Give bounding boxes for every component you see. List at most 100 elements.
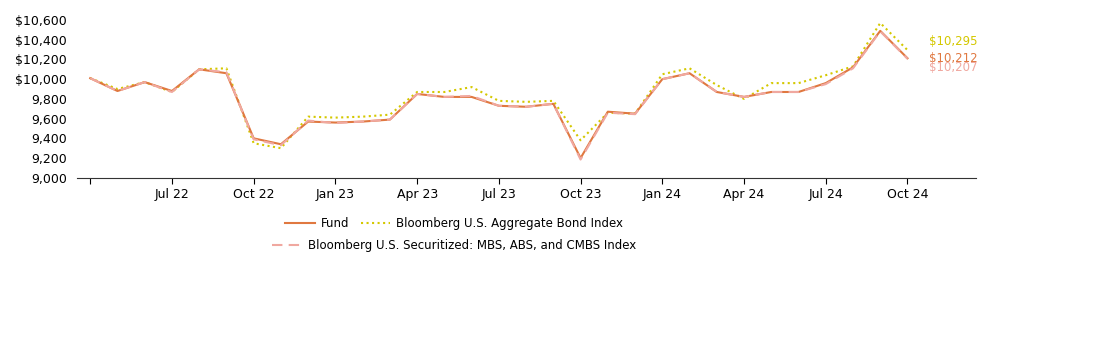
Fund — [410, 92, 423, 96]
Bloomberg U.S. Securitized: MBS, ABS, and CMBS Index: (5, 1.01e+04): MBS, ABS, and CMBS Index: (5, 1.01e+04) — [220, 70, 233, 74]
Fund — [83, 76, 96, 80]
Bloomberg U.S. Securitized: MBS, ABS, and CMBS Index: (24, 9.82e+03): MBS, ABS, and CMBS Index: (24, 9.82e+03) — [737, 95, 750, 99]
Bloomberg U.S. Aggregate Bond Index — [765, 81, 778, 85]
Bloomberg U.S. Aggregate Bond Index — [628, 112, 641, 116]
Bloomberg U.S. Securitized: MBS, ABS, and CMBS Index: (29, 1.05e+04): MBS, ABS, and CMBS Index: (29, 1.05e+04) — [874, 29, 887, 34]
Fund — [465, 95, 478, 99]
Bloomberg U.S. Aggregate Bond Index — [383, 113, 396, 117]
Bloomberg U.S. Securitized: MBS, ABS, and CMBS Index: (17, 9.75e+03): MBS, ABS, and CMBS Index: (17, 9.75e+03) — [547, 102, 560, 106]
Fund — [602, 110, 615, 114]
Bloomberg U.S. Aggregate Bond Index — [520, 100, 533, 104]
Text: $10,295: $10,295 — [929, 35, 978, 48]
Bloomberg U.S. Aggregate Bond Index — [438, 90, 451, 94]
Bloomberg U.S. Securitized: MBS, ABS, and CMBS Index: (25, 9.87e+03): MBS, ABS, and CMBS Index: (25, 9.87e+03) — [765, 90, 778, 94]
Bloomberg U.S. Aggregate Bond Index — [683, 66, 696, 70]
Fund — [438, 95, 451, 99]
Bloomberg U.S. Securitized: MBS, ABS, and CMBS Index: (27, 9.95e+03): MBS, ABS, and CMBS Index: (27, 9.95e+03) — [819, 82, 833, 86]
Fund — [683, 71, 696, 75]
Fund — [356, 119, 369, 124]
Bloomberg U.S. Aggregate Bond Index — [655, 72, 668, 76]
Fund — [710, 90, 723, 94]
Bloomberg U.S. Securitized: MBS, ABS, and CMBS Index: (12, 9.85e+03): MBS, ABS, and CMBS Index: (12, 9.85e+03) — [410, 92, 423, 96]
Bloomberg U.S. Securitized: MBS, ABS, and CMBS Index: (30, 1.02e+04): MBS, ABS, and CMBS Index: (30, 1.02e+04) — [901, 57, 915, 61]
Bloomberg U.S. Securitized: MBS, ABS, and CMBS Index: (3, 9.87e+03): MBS, ABS, and CMBS Index: (3, 9.87e+03) — [165, 90, 178, 94]
Bloomberg U.S. Aggregate Bond Index — [819, 73, 833, 77]
Bloomberg U.S. Aggregate Bond Index — [547, 99, 560, 103]
Fund — [819, 81, 833, 85]
Bloomberg U.S. Securitized: MBS, ABS, and CMBS Index: (21, 1e+04): MBS, ABS, and CMBS Index: (21, 1e+04) — [655, 77, 668, 81]
Bloomberg U.S. Aggregate Bond Index — [710, 83, 723, 87]
Fund — [874, 29, 887, 33]
Bloomberg U.S. Securitized: MBS, ABS, and CMBS Index: (10, 9.57e+03): MBS, ABS, and CMBS Index: (10, 9.57e+03) — [356, 119, 369, 124]
Bloomberg U.S. Aggregate Bond Index — [737, 97, 750, 101]
Bloomberg U.S. Securitized: MBS, ABS, and CMBS Index: (7, 9.33e+03): MBS, ABS, and CMBS Index: (7, 9.33e+03) — [275, 143, 288, 147]
Bloomberg U.S. Securitized: MBS, ABS, and CMBS Index: (11, 9.59e+03): MBS, ABS, and CMBS Index: (11, 9.59e+03) — [383, 118, 396, 122]
Bloomberg U.S. Aggregate Bond Index — [901, 48, 915, 52]
Bloomberg U.S. Aggregate Bond Index — [602, 111, 615, 115]
Bloomberg U.S. Aggregate Bond Index — [193, 67, 206, 72]
Line: Bloomberg U.S. Aggregate Bond Index: Bloomberg U.S. Aggregate Bond Index — [90, 23, 908, 148]
Fund — [765, 90, 778, 94]
Bloomberg U.S. Aggregate Bond Index — [220, 66, 233, 70]
Fund — [847, 65, 860, 69]
Fund — [655, 77, 668, 81]
Bloomberg U.S. Aggregate Bond Index — [465, 85, 478, 89]
Bloomberg U.S. Securitized: MBS, ABS, and CMBS Index: (0, 1e+04): MBS, ABS, and CMBS Index: (0, 1e+04) — [83, 76, 96, 80]
Bloomberg U.S. Securitized: MBS, ABS, and CMBS Index: (6, 9.39e+03): MBS, ABS, and CMBS Index: (6, 9.39e+03) — [247, 137, 260, 141]
Bloomberg U.S. Aggregate Bond Index — [247, 141, 260, 146]
Bloomberg U.S. Aggregate Bond Index — [574, 138, 587, 142]
Bloomberg U.S. Securitized: MBS, ABS, and CMBS Index: (28, 1.01e+04): MBS, ABS, and CMBS Index: (28, 1.01e+04) — [847, 66, 860, 70]
Bloomberg U.S. Aggregate Bond Index — [275, 146, 288, 150]
Bloomberg U.S. Securitized: MBS, ABS, and CMBS Index: (15, 9.73e+03): MBS, ABS, and CMBS Index: (15, 9.73e+03) — [492, 104, 505, 108]
Bloomberg U.S. Securitized: MBS, ABS, and CMBS Index: (23, 9.87e+03): MBS, ABS, and CMBS Index: (23, 9.87e+03) — [710, 90, 723, 94]
Bloomberg U.S. Securitized: MBS, ABS, and CMBS Index: (8, 9.58e+03): MBS, ABS, and CMBS Index: (8, 9.58e+03) — [302, 119, 315, 123]
Fund — [737, 95, 750, 99]
Fund — [492, 104, 505, 108]
Fund — [628, 112, 641, 116]
Fund — [110, 89, 124, 93]
Fund — [138, 80, 151, 84]
Bloomberg U.S. Securitized: MBS, ABS, and CMBS Index: (4, 1.01e+04): MBS, ABS, and CMBS Index: (4, 1.01e+04) — [193, 67, 206, 72]
Bloomberg U.S. Aggregate Bond Index — [110, 87, 124, 91]
Fund — [275, 142, 288, 146]
Bloomberg U.S. Aggregate Bond Index — [356, 114, 369, 119]
Bloomberg U.S. Aggregate Bond Index — [492, 99, 505, 103]
Fund — [329, 120, 342, 125]
Bloomberg U.S. Securitized: MBS, ABS, and CMBS Index: (13, 9.82e+03): MBS, ABS, and CMBS Index: (13, 9.82e+03) — [438, 95, 451, 99]
Bloomberg U.S. Securitized: MBS, ABS, and CMBS Index: (20, 9.64e+03): MBS, ABS, and CMBS Index: (20, 9.64e+03) — [628, 112, 641, 116]
Line: Fund: Fund — [90, 31, 908, 158]
Bloomberg U.S. Aggregate Bond Index — [874, 21, 887, 25]
Fund — [574, 156, 587, 160]
Fund — [220, 71, 233, 75]
Bloomberg U.S. Securitized: MBS, ABS, and CMBS Index: (2, 9.97e+03): MBS, ABS, and CMBS Index: (2, 9.97e+03) — [138, 80, 151, 84]
Fund — [247, 136, 260, 140]
Bloomberg U.S. Aggregate Bond Index — [302, 114, 315, 119]
Text: $10,212: $10,212 — [929, 52, 978, 65]
Bloomberg U.S. Aggregate Bond Index — [165, 90, 178, 94]
Fund — [193, 67, 206, 72]
Bloomberg U.S. Securitized: MBS, ABS, and CMBS Index: (26, 9.87e+03): MBS, ABS, and CMBS Index: (26, 9.87e+03) — [792, 90, 805, 94]
Bloomberg U.S. Securitized: MBS, ABS, and CMBS Index: (19, 9.66e+03): MBS, ABS, and CMBS Index: (19, 9.66e+03) — [602, 111, 615, 115]
Bloomberg U.S. Securitized: MBS, ABS, and CMBS Index: (18, 9.18e+03): MBS, ABS, and CMBS Index: (18, 9.18e+03) — [574, 157, 587, 162]
Bloomberg U.S. Securitized: MBS, ABS, and CMBS Index: (16, 9.72e+03): MBS, ABS, and CMBS Index: (16, 9.72e+03) — [520, 105, 533, 109]
Bloomberg U.S. Securitized: MBS, ABS, and CMBS Index: (1, 9.88e+03): MBS, ABS, and CMBS Index: (1, 9.88e+03) — [110, 89, 124, 93]
Fund — [383, 118, 396, 122]
Bloomberg U.S. Aggregate Bond Index — [792, 81, 805, 85]
Line: Bloomberg U.S. Securitized: MBS, ABS, and CMBS Index: Bloomberg U.S. Securitized: MBS, ABS, an… — [90, 31, 908, 159]
Bloomberg U.S. Aggregate Bond Index — [83, 76, 96, 80]
Text: $10,207: $10,207 — [929, 61, 978, 74]
Fund — [520, 105, 533, 109]
Bloomberg U.S. Aggregate Bond Index — [329, 116, 342, 120]
Bloomberg U.S. Securitized: MBS, ABS, and CMBS Index: (14, 9.83e+03): MBS, ABS, and CMBS Index: (14, 9.83e+03) — [465, 94, 478, 98]
Bloomberg U.S. Securitized: MBS, ABS, and CMBS Index: (22, 1.01e+04): MBS, ABS, and CMBS Index: (22, 1.01e+04) — [683, 71, 696, 75]
Fund — [165, 89, 178, 93]
Fund — [901, 56, 915, 60]
Bloomberg U.S. Aggregate Bond Index — [138, 80, 151, 84]
Bloomberg U.S. Aggregate Bond Index — [410, 90, 423, 94]
Fund — [302, 119, 315, 124]
Legend: Bloomberg U.S. Securitized: MBS, ABS, and CMBS Index: Bloomberg U.S. Securitized: MBS, ABS, an… — [268, 234, 641, 257]
Fund — [792, 90, 805, 94]
Bloomberg U.S. Aggregate Bond Index — [847, 64, 860, 68]
Fund — [547, 102, 560, 106]
Bloomberg U.S. Securitized: MBS, ABS, and CMBS Index: (9, 9.56e+03): MBS, ABS, and CMBS Index: (9, 9.56e+03) — [329, 121, 342, 125]
